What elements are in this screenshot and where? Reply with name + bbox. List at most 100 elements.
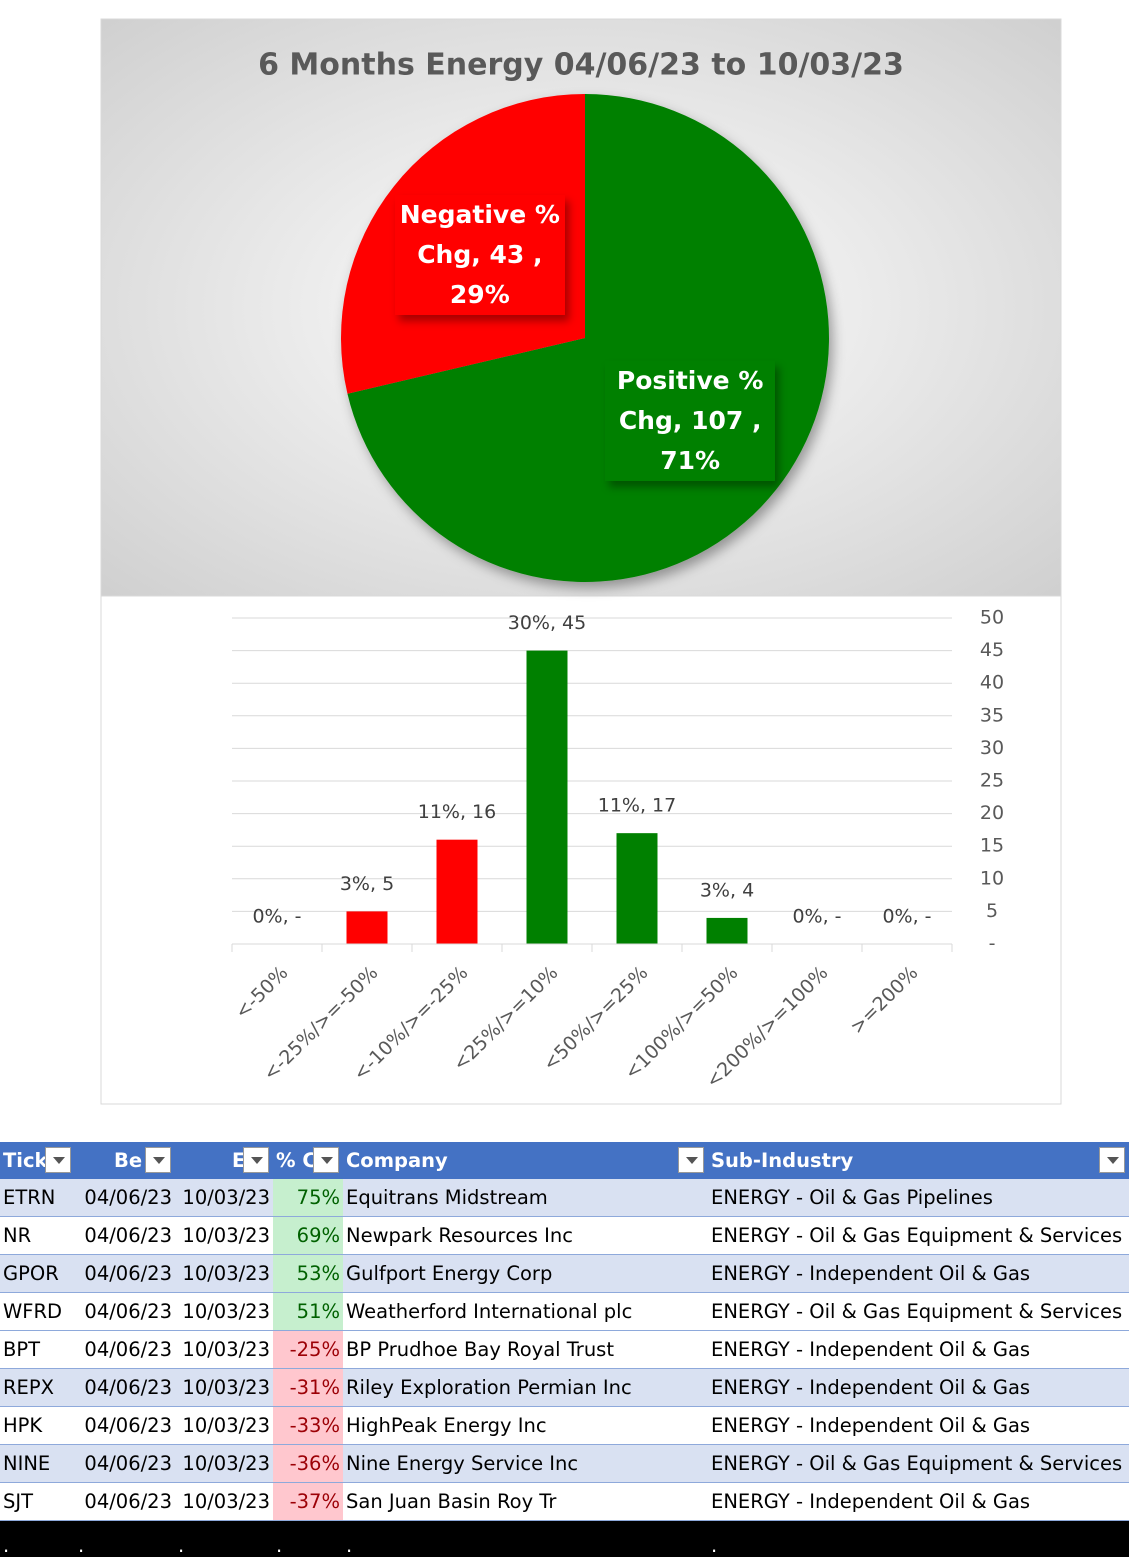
table-cell: ENERGY - Independent Oil & Gas xyxy=(708,1254,1129,1293)
label-separator: , xyxy=(672,406,683,436)
y-tick-label: 30 xyxy=(980,737,1004,759)
table-cell: BP Prudhoe Bay Royal Trust xyxy=(343,1330,708,1369)
y-tick-label: 50 xyxy=(980,607,1004,629)
table-cell: San Juan Basin Roy Tr xyxy=(343,1482,708,1521)
table-cell: Gulfport Energy Corp xyxy=(343,1254,708,1293)
label-separator: , xyxy=(532,239,543,269)
filter-button[interactable] xyxy=(1099,1147,1125,1173)
table-cell: 04/06/23 xyxy=(75,1444,175,1483)
filter-button[interactable] xyxy=(313,1147,339,1173)
table-row: WFRD 04/06/23 10/03/23 51% Weatherford Inter… xyxy=(0,1292,1129,1331)
bar xyxy=(346,911,388,944)
label-separator: , xyxy=(471,239,481,269)
filter-button[interactable] xyxy=(145,1147,171,1173)
pie xyxy=(341,94,829,583)
label-value: 107 xyxy=(691,406,744,436)
table-cell: ENERGY - Oil & Gas Equipment & Services xyxy=(708,1444,1129,1483)
table-cell: -25% xyxy=(273,1330,343,1369)
data-label: 11%, 16 xyxy=(418,801,497,823)
bar xyxy=(706,917,748,944)
table-cell: GPOR xyxy=(0,1254,75,1293)
table-cell: Weatherford International plc xyxy=(343,1292,708,1331)
charts: 6 Months Energy 04/06/23 to 10/03/23 - 5 1… xyxy=(100,18,1062,1105)
y-tick-label: 25 xyxy=(980,770,1004,792)
table-row: SJT 04/06/23 10/03/23 -37% San Juan Basin Ro… xyxy=(0,1482,1129,1521)
table-cell: 10/03/23 xyxy=(175,1330,273,1369)
table-cell: -37% xyxy=(273,1482,343,1521)
table-cell: 51% xyxy=(273,1292,343,1331)
table-row: NINE 04/06/23 10/03/23 -36% Nine Energy Serv… xyxy=(0,1444,1129,1483)
footer-row: ...... xyxy=(0,1520,1129,1557)
table-cell: 04/06/23 xyxy=(75,1254,175,1293)
table-cell: 10/03/23 xyxy=(175,1216,273,1255)
table-row: BPT 04/06/23 10/03/23 -25% BP Prudhoe Bay Ro… xyxy=(0,1330,1129,1369)
filter-button[interactable] xyxy=(45,1147,71,1173)
table-cell: BPT xyxy=(0,1330,75,1369)
header-cell: % C xyxy=(273,1142,343,1179)
table-cell: 69% xyxy=(273,1216,343,1255)
bar xyxy=(436,839,478,944)
header-cell: Company xyxy=(343,1142,708,1179)
header-cell: Tick xyxy=(0,1142,75,1179)
footer-cell: . xyxy=(175,1520,273,1557)
table-cell: Newpark Resources Inc xyxy=(343,1216,708,1255)
pie-label: Negative % Chg, 43 , 29% xyxy=(394,194,565,315)
table-cell: 04/06/23 xyxy=(75,1179,175,1217)
header-text: Tick xyxy=(3,1149,48,1172)
header-text: Sub-Industry xyxy=(711,1149,854,1172)
filter-button[interactable] xyxy=(243,1147,269,1173)
footer-cell: . xyxy=(0,1520,75,1557)
label-category: Positive % Chg xyxy=(616,366,764,436)
table-cell: 04/06/23 xyxy=(75,1368,175,1407)
header-cell: Sub-Industry xyxy=(708,1142,1129,1179)
filter-button[interactable] xyxy=(678,1147,704,1173)
table-cell: ENERGY - Oil & Gas Equipment & Services xyxy=(708,1216,1129,1255)
label-separator: , xyxy=(751,406,762,436)
table-cell: ENERGY - Oil & Gas Pipelines xyxy=(708,1179,1129,1217)
bar xyxy=(526,650,568,944)
table-cell: 75% xyxy=(273,1179,343,1217)
table-cell: 10/03/23 xyxy=(175,1292,273,1331)
table-row: NR 04/06/23 10/03/23 69% Newpark Resources I… xyxy=(0,1216,1129,1255)
header-text: E xyxy=(232,1149,246,1172)
footer-cell: . xyxy=(708,1520,1129,1557)
table-row: ETRN 04/06/23 10/03/23 75% Equitrans Midstre… xyxy=(0,1179,1129,1217)
data-label: 0%, - xyxy=(882,906,931,928)
table-cell: ENERGY - Independent Oil & Gas xyxy=(708,1368,1129,1407)
table-cell: Nine Energy Service Inc xyxy=(343,1444,708,1483)
label-percent: 29% xyxy=(449,279,510,309)
pie-label: Positive % Chg, 107 , 71% xyxy=(605,361,776,482)
footer-cell: . xyxy=(343,1520,708,1557)
table-row: GPOR 04/06/23 10/03/23 53% Gulfport Energy C… xyxy=(0,1254,1129,1293)
table-cell: 04/06/23 xyxy=(75,1330,175,1369)
label-percent: 71% xyxy=(660,446,721,476)
chart-title: 6 Months Energy 04/06/23 to 10/03/23 xyxy=(258,48,904,83)
y-tick-label: 20 xyxy=(980,802,1004,824)
table-cell: HighPeak Energy Inc xyxy=(343,1406,708,1445)
table-row: HPK 04/06/23 10/03/23 -33% HighPeak Energy I… xyxy=(0,1406,1129,1445)
data-label: 11%, 17 xyxy=(598,795,677,817)
table-cell: -33% xyxy=(273,1406,343,1445)
header-row: Tick Be E % C Company Sub-Industry xyxy=(0,1142,1129,1179)
table-cell: ENERGY - Independent Oil & Gas xyxy=(708,1482,1129,1521)
y-tick-label: 15 xyxy=(980,835,1004,857)
table-cell: NINE xyxy=(0,1444,75,1483)
header-text: Be xyxy=(114,1149,143,1172)
table-cell: NR xyxy=(0,1216,75,1255)
footer-cell: . xyxy=(273,1520,343,1557)
header-cell: E xyxy=(175,1142,273,1179)
header-cell: Be xyxy=(75,1142,175,1179)
label-value: 43 xyxy=(489,239,525,269)
table-cell: -36% xyxy=(273,1444,343,1483)
table-cell: SJT xyxy=(0,1482,75,1521)
y-tick-label: 35 xyxy=(980,704,1004,726)
table-row: REPX 04/06/23 10/03/23 -31% Riley Exploratio… xyxy=(0,1368,1129,1407)
label-category: Negative % Chg xyxy=(399,199,560,269)
table-cell: 10/03/23 xyxy=(175,1179,273,1217)
footer-cell: . xyxy=(75,1520,175,1557)
data-label: 0%, - xyxy=(252,906,301,928)
table-cell: WFRD xyxy=(0,1292,75,1331)
table-cell: 10/03/23 xyxy=(175,1254,273,1293)
table-cell: ENERGY - Oil & Gas Equipment & Services xyxy=(708,1292,1129,1331)
